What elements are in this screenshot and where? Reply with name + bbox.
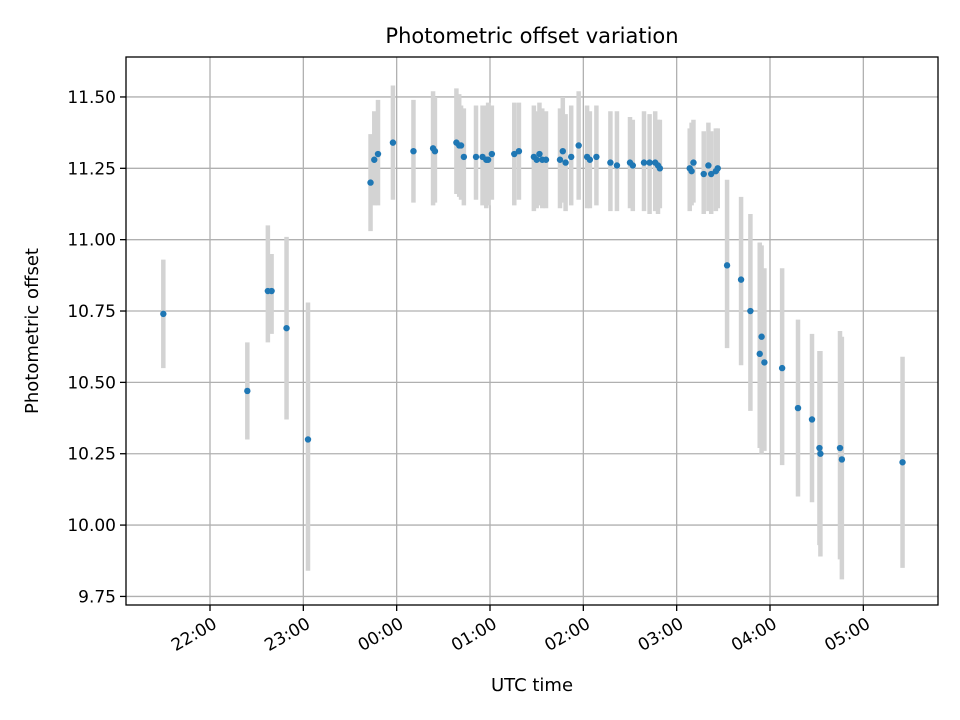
data-point: [586, 156, 594, 163]
y-tick-label: 10.25: [67, 445, 116, 465]
chart-title: Photometric offset variation: [385, 24, 678, 48]
data-point: [542, 156, 550, 163]
data-point: [556, 156, 564, 163]
data-point: [656, 165, 664, 172]
data-points: [160, 139, 906, 466]
data-point: [778, 364, 786, 372]
data-point: [304, 436, 312, 443]
data-point: [817, 450, 824, 457]
plot-area-frame: [125, 56, 939, 606]
y-tick-label: 10.75: [67, 302, 116, 322]
data-point: [562, 159, 569, 166]
y-tick-label: 11.50: [67, 88, 116, 108]
data-point: [488, 150, 496, 158]
x-axis-label: UTC time: [491, 675, 573, 696]
data-point: [714, 165, 721, 172]
data-point: [283, 324, 290, 332]
data-point: [371, 156, 378, 163]
y-tick-label: 11.25: [67, 159, 116, 179]
grid-lines: [126, 57, 938, 605]
data-point: [568, 153, 575, 161]
data-point: [629, 162, 636, 169]
data-point: [484, 156, 492, 163]
data-point: [758, 333, 765, 340]
data-point: [244, 387, 251, 395]
data-point: [593, 153, 600, 161]
data-point: [472, 153, 480, 161]
data-point: [723, 262, 731, 269]
data-point: [389, 139, 397, 146]
data-point: [640, 159, 648, 166]
data-point: [160, 310, 167, 318]
data-point: [536, 150, 543, 158]
data-point: [457, 142, 465, 149]
data-point: [836, 444, 844, 452]
y-tick-label: 10.00: [67, 516, 116, 536]
data-point: [708, 170, 715, 178]
data-point: [705, 162, 712, 169]
data-point: [761, 359, 768, 366]
data-point: [575, 142, 582, 149]
data-point: [808, 416, 816, 423]
data-point: [690, 159, 697, 166]
data-point: [515, 147, 523, 155]
data-point: [607, 159, 614, 166]
data-point: [816, 444, 823, 452]
data-point: [511, 150, 518, 158]
data-point: [613, 162, 621, 169]
data-point: [410, 147, 417, 155]
data-point: [700, 170, 707, 178]
data-point: [756, 350, 763, 358]
data-point: [646, 159, 653, 166]
data-point: [899, 459, 906, 466]
data-point: [794, 404, 802, 412]
data-point: [838, 456, 846, 463]
data-point: [374, 150, 382, 158]
data-point: [737, 276, 745, 283]
data-point: [747, 307, 754, 315]
y-tick-label: 9.75: [78, 587, 116, 607]
y-tick-label: 11.00: [67, 231, 116, 251]
data-point: [460, 153, 468, 161]
data-point: [431, 147, 439, 155]
data-point: [367, 179, 374, 186]
y-tick-label: 10.50: [67, 373, 116, 393]
data-point: [533, 156, 540, 163]
data-point: [268, 287, 275, 295]
y-axis-label: Photometric offset: [22, 248, 43, 414]
data-point: [688, 167, 695, 175]
data-point: [559, 147, 566, 155]
